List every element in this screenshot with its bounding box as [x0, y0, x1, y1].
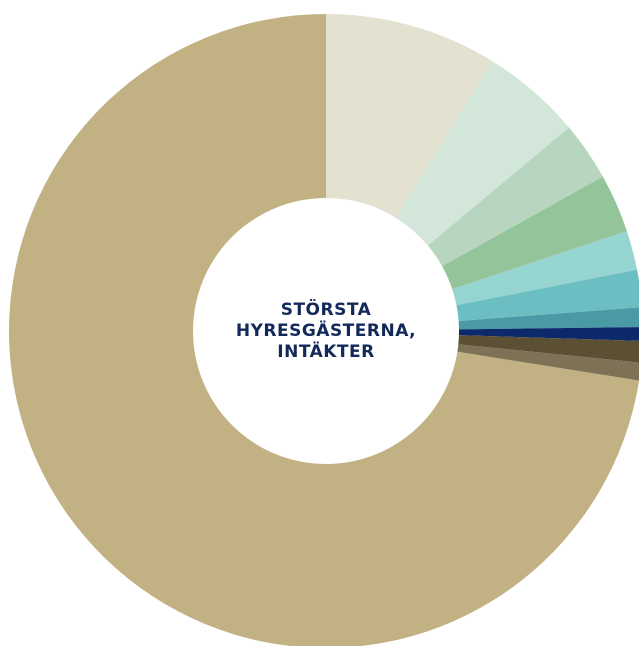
donut-slice: [456, 269, 639, 321]
donut-slice: [395, 61, 569, 246]
donut-slice: [457, 344, 639, 381]
center-title: STÖRSTA: [281, 298, 372, 320]
donut-slice: [458, 327, 639, 341]
donut-slice: [326, 14, 493, 218]
center-title: HYRESGÄSTERNA,: [236, 319, 416, 341]
donut-slice: [427, 127, 603, 267]
donut-slice: [452, 231, 638, 306]
donut-slice: [458, 307, 639, 330]
donut-slice: [458, 335, 639, 363]
donut-slice: [9, 14, 639, 646]
donut-slice: [442, 176, 627, 290]
center-title: INTÄKTER: [277, 340, 374, 362]
